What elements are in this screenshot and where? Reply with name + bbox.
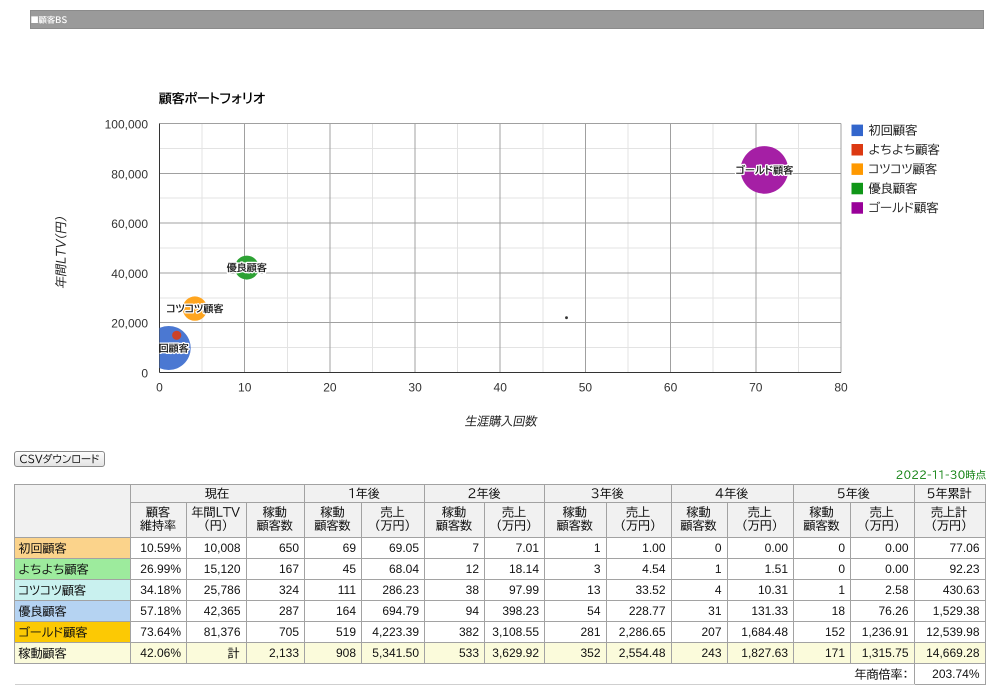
svg-text:0: 0 <box>156 381 163 395</box>
svg-text:30: 30 <box>408 381 422 395</box>
svg-text:60: 60 <box>664 381 678 395</box>
svg-text:60,000: 60,000 <box>111 217 148 231</box>
svg-text:100,000: 100,000 <box>105 118 149 132</box>
svg-text:50: 50 <box>579 381 593 395</box>
svg-text:80: 80 <box>834 381 848 395</box>
svg-text:40,000: 40,000 <box>111 267 148 281</box>
svg-text:0: 0 <box>141 367 148 381</box>
svg-text:10: 10 <box>238 381 252 395</box>
svg-text:20,000: 20,000 <box>111 317 148 331</box>
svg-text:20: 20 <box>323 381 337 395</box>
svg-text:40: 40 <box>494 381 508 395</box>
svg-text:80,000: 80,000 <box>111 167 148 181</box>
svg-text:70: 70 <box>749 381 763 395</box>
